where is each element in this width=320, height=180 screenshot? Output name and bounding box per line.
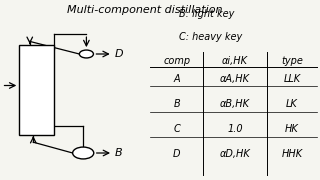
Text: A: A [173, 74, 180, 84]
Text: αD,HK: αD,HK [220, 149, 251, 159]
Text: Multi-component distillation: Multi-component distillation [67, 5, 223, 15]
Circle shape [73, 147, 94, 159]
Text: comp: comp [163, 56, 190, 66]
Text: B: B [173, 99, 180, 109]
Text: LLK: LLK [284, 74, 300, 84]
Text: LK: LK [286, 99, 298, 109]
Text: 1.0: 1.0 [228, 124, 243, 134]
Text: αA,HK: αA,HK [220, 74, 250, 84]
Text: C: C [173, 124, 180, 134]
Text: HHK: HHK [281, 149, 303, 159]
Circle shape [79, 50, 93, 58]
Text: αB,HK: αB,HK [220, 99, 250, 109]
Text: B: B [115, 148, 122, 158]
Text: type: type [281, 56, 303, 66]
Text: D: D [114, 49, 123, 59]
Text: C: heavy key: C: heavy key [179, 32, 243, 42]
Text: HK: HK [285, 124, 299, 134]
Text: B: light key: B: light key [179, 9, 235, 19]
Text: D: D [173, 149, 180, 159]
Bar [19, 45, 54, 135]
Text: αi,HK: αi,HK [222, 56, 248, 66]
